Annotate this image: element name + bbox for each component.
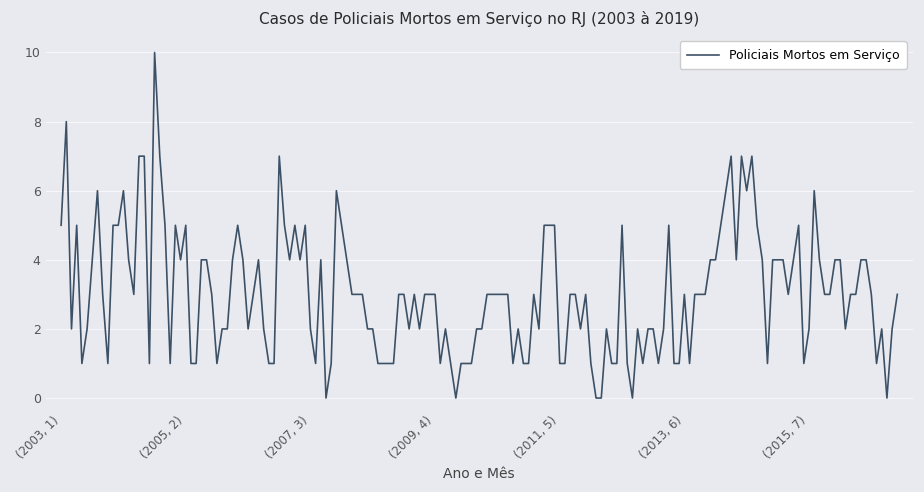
Policiais Mortos em Serviço — [336, 222, 347, 228]
Policiais Mortos em Serviço — [892, 291, 903, 297]
X-axis label: Ano e Mês: Ano e Mês — [444, 467, 515, 481]
Line: Policiais Mortos em Serviço: Policiais Mortos em Serviço — [61, 53, 897, 398]
Policiais Mortos em Serviço — [149, 50, 160, 56]
Policiais Mortos em Serviço — [736, 153, 747, 159]
Legend: Policiais Mortos em Serviço: Policiais Mortos em Serviço — [680, 41, 906, 69]
Policiais Mortos em Serviço — [616, 222, 627, 228]
Title: Casos de Policiais Mortos em Serviço no RJ (2003 à 2019): Casos de Policiais Mortos em Serviço no … — [259, 11, 699, 27]
Policiais Mortos em Serviço — [341, 257, 352, 263]
Policiais Mortos em Serviço — [55, 222, 67, 228]
Policiais Mortos em Serviço — [321, 395, 332, 401]
Policiais Mortos em Serviço — [128, 291, 140, 297]
Policiais Mortos em Serviço — [731, 257, 742, 263]
